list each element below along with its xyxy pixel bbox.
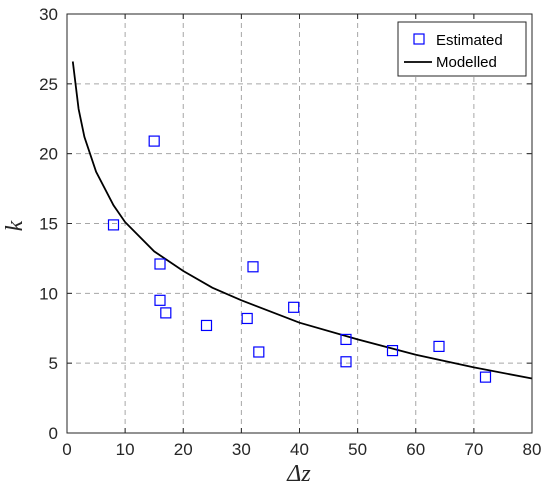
- legend-marker-estimated: [413, 33, 425, 45]
- x-tick-label: 50: [348, 440, 367, 459]
- y-tick-label: 20: [39, 145, 58, 164]
- estimated-point: [288, 301, 300, 313]
- y-axis-label: k: [2, 220, 28, 231]
- legend-label-modelled: Modelled: [436, 54, 497, 71]
- modelled-series: [71, 61, 533, 380]
- x-tick-label: 0: [62, 440, 71, 459]
- y-tick-label: 30: [39, 5, 58, 24]
- modelled-line: [71, 61, 533, 380]
- estimated-point: [247, 261, 259, 273]
- estimated-point: [241, 312, 253, 325]
- estimated-point: [148, 135, 160, 147]
- legend-box: [397, 21, 527, 77]
- y-tick-label: 10: [39, 284, 58, 303]
- estimated-point: [154, 294, 166, 306]
- tick-labels: 0 10 20 30 40 50 60 70 80 0 5 10 15 20 25 30: [39, 5, 541, 459]
- x-axis-label: Δz: [286, 461, 311, 487]
- legend-label-estimated: Estimated: [436, 32, 503, 49]
- ticks: [66, 13, 533, 434]
- y-tick-label: 5: [49, 354, 58, 373]
- estimated-point: [340, 333, 352, 346]
- estimated-point: [386, 344, 399, 357]
- y-tick-label: 15: [39, 215, 58, 234]
- estimated-point: [433, 340, 445, 353]
- legend: Estimated Modelled: [397, 21, 527, 77]
- estimated-point: [160, 307, 172, 319]
- estimated-point: [479, 371, 492, 383]
- x-tick-label: 70: [464, 440, 483, 459]
- y-tick-label: 0: [49, 424, 58, 443]
- estimated-series: [107, 135, 492, 383]
- estimated-point: [107, 219, 120, 231]
- x-tick-label: 80: [523, 440, 542, 459]
- x-tick-label: 40: [290, 440, 309, 459]
- x-tick-label: 60: [406, 440, 425, 459]
- estimated-point: [340, 356, 352, 368]
- y-tick-label: 25: [39, 75, 58, 94]
- x-tick-label: 30: [232, 440, 251, 459]
- x-tick-label: 20: [174, 440, 193, 459]
- x-tick-label: 10: [116, 440, 135, 459]
- estimated-point: [253, 346, 265, 358]
- estimated-point: [154, 258, 166, 270]
- estimated-point: [200, 319, 213, 332]
